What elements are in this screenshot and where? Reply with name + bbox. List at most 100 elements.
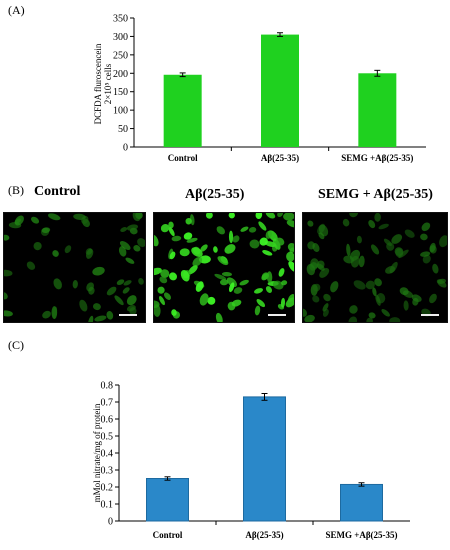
cell-nucleus — [122, 287, 130, 294]
cell-nucleus — [349, 213, 359, 218]
panel-label-b: (B) — [8, 183, 24, 197]
cell-nucleus — [432, 263, 439, 274]
cell-nucleus — [391, 234, 403, 244]
cell-nucleus — [420, 251, 431, 257]
cell-nucleus — [288, 261, 294, 273]
cell-nucleus — [120, 227, 128, 232]
cell-nucleus — [160, 224, 170, 233]
y-axis-label: mMol nitrate/mg of protein — [92, 403, 102, 502]
cell-nucleus — [346, 243, 351, 257]
category-label: Control — [168, 153, 198, 163]
y-tick-label: 0 — [108, 517, 113, 528]
cell-nucleus — [86, 248, 94, 259]
y-tick-label: 200 — [113, 69, 128, 80]
cell-nucleus — [280, 297, 286, 308]
y-tick-label: 250 — [113, 50, 128, 61]
bar-2 — [243, 396, 286, 522]
y-tick-label: 50 — [118, 124, 128, 135]
cell-nucleus — [169, 251, 176, 260]
y-tick-label: 0 — [123, 143, 128, 154]
y-tick-label: 0.4 — [101, 449, 114, 460]
cell-nucleus — [312, 283, 321, 292]
cell-nucleus — [200, 244, 208, 252]
cell-nucleus — [26, 261, 36, 270]
cell-nucleus — [368, 312, 376, 319]
cell-nucleus — [169, 272, 178, 281]
cell-nucleus — [168, 221, 174, 229]
cell-nucleus — [353, 280, 366, 290]
cell-nucleus — [386, 242, 395, 251]
cell-nucleus — [64, 245, 72, 254]
cell-nucleus — [287, 294, 294, 303]
cell-nucleus — [186, 237, 198, 243]
cell-nucleus — [303, 308, 307, 317]
panel-label-a: (A) — [8, 3, 25, 17]
cell-nucleus — [389, 317, 401, 322]
cell-nucleus — [395, 248, 404, 258]
cell-nucleus — [154, 234, 159, 247]
cell-nucleus — [88, 315, 94, 322]
cell-nucleus — [348, 316, 358, 322]
cell-nucleus — [132, 213, 141, 222]
y-tick-label: 0.8 — [101, 381, 114, 392]
cell-nucleus — [323, 293, 331, 302]
cell-nucleus — [92, 266, 105, 276]
bar-3 — [340, 483, 383, 522]
y-axis-label-units: 2×10⁵ cells — [103, 63, 113, 104]
cell-nucleus — [126, 295, 137, 306]
cell-nucleus — [86, 282, 94, 292]
scale-bar — [268, 314, 286, 316]
cell-nucleus — [378, 223, 389, 230]
y-tick-label: 100 — [113, 106, 128, 117]
cell-nucleus — [33, 241, 42, 251]
cell-nucleus — [420, 233, 428, 241]
cell-nucleus — [159, 276, 168, 284]
cell-nucleus — [232, 235, 240, 243]
cell-nucleus — [312, 243, 320, 252]
cell-nucleus — [342, 218, 350, 227]
cell-nucleus — [318, 232, 325, 240]
cell-nucleus — [439, 235, 447, 248]
cell-nucleus — [436, 279, 447, 288]
cell-nucleus — [228, 230, 234, 244]
cell-nucleus — [52, 306, 58, 319]
cell-nucleus — [213, 246, 218, 253]
cell-nucleus — [188, 265, 198, 275]
cell-nucleus — [286, 251, 294, 262]
cell-nucleus — [216, 226, 225, 235]
cell-nucleus — [429, 293, 437, 304]
cell-nucleus — [259, 237, 268, 246]
cell-nucleus — [228, 213, 235, 219]
cell-nucleus — [224, 244, 236, 254]
cell-nucleus — [399, 287, 409, 296]
cell-nucleus — [289, 247, 294, 254]
cell-nucleus — [350, 255, 360, 268]
cell-nucleus — [256, 299, 266, 308]
cell-nucleus — [255, 213, 263, 220]
category-label: SEMG +Aβ(25-35) — [325, 530, 397, 540]
cell-nucleus — [370, 244, 380, 255]
cell-nucleus — [123, 280, 132, 286]
cell-nucleus — [239, 279, 249, 286]
cell-nucleus — [118, 246, 127, 257]
cell-nucleus — [262, 250, 273, 256]
bar-2 — [261, 34, 299, 148]
cell-nucleus — [366, 317, 373, 322]
category-label: SEMG +Aβ(25-35) — [341, 153, 413, 163]
y-tick-label: 0.3 — [101, 466, 114, 477]
cell-nucleus — [92, 303, 101, 311]
cell-nucleus — [163, 292, 171, 300]
cell-nucleus — [422, 254, 431, 264]
y-tick-label: 0.7 — [101, 398, 114, 409]
cell-nucleus — [185, 217, 192, 225]
cell-nucleus — [266, 271, 273, 283]
cell-nucleus — [275, 237, 285, 246]
cell-nucleus — [133, 245, 141, 252]
cell-nucleus — [192, 256, 203, 267]
cell-nucleus — [4, 292, 8, 300]
cell-nucleus — [258, 221, 267, 231]
cell-nucleus — [319, 267, 330, 278]
bar-1 — [163, 74, 202, 147]
chart-a-dcfda: 0 50 100 150 200 250 300 350 Control Aβ(25-35) SEM… — [93, 14, 426, 163]
cell-nucleus — [261, 273, 269, 281]
